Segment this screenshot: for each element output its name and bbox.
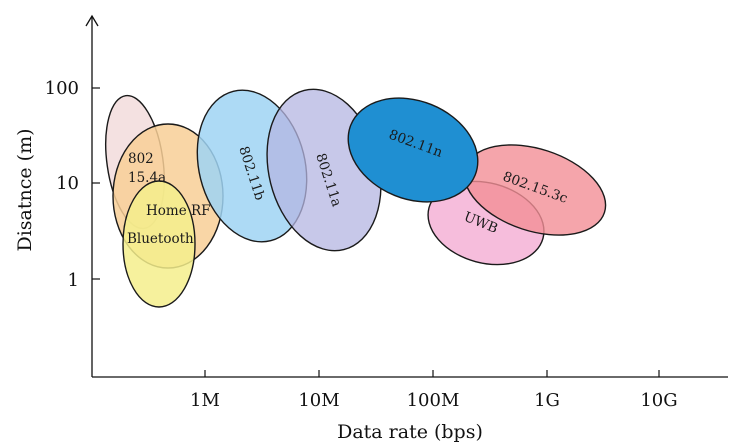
x-tick-labels: 1M 10M 100M 1G 10G xyxy=(190,390,678,411)
regions xyxy=(105,88,607,308)
y-axis-arrow xyxy=(85,14,99,27)
x-tick-label-100m: 100M xyxy=(407,390,460,411)
x-axis-title: Data rate (bps) xyxy=(337,421,483,443)
y-tick-label-1: 1 xyxy=(68,270,79,291)
region-bluetooth-shape xyxy=(122,180,196,308)
label-802-15-4a-line1: 802 xyxy=(128,151,154,167)
y-axis-title: Disatnce (m) xyxy=(14,128,36,251)
region-bluetooth xyxy=(122,180,196,308)
x-tick-label-1m: 1M xyxy=(190,390,220,411)
x-tick-label-10m: 10M xyxy=(298,390,339,411)
y-tick-label-100: 100 xyxy=(45,78,79,99)
y-tick-marks xyxy=(92,87,100,280)
region-802-11n xyxy=(347,97,479,203)
x-tick-label-10g: 10G xyxy=(640,390,677,411)
y-tick-labels: 100 10 1 xyxy=(45,78,79,291)
y-tick-label-10: 10 xyxy=(56,173,79,194)
x-tick-marks xyxy=(204,370,660,377)
label-bluetooth: Bluetooth xyxy=(127,231,194,247)
label-802-15-4a-line2: 15.4a xyxy=(128,170,166,186)
label-home-rf: Home RF xyxy=(146,203,211,219)
region-802-11n-shape xyxy=(347,97,479,203)
x-tick-label-1g: 1G xyxy=(534,390,560,411)
axes xyxy=(85,14,728,378)
